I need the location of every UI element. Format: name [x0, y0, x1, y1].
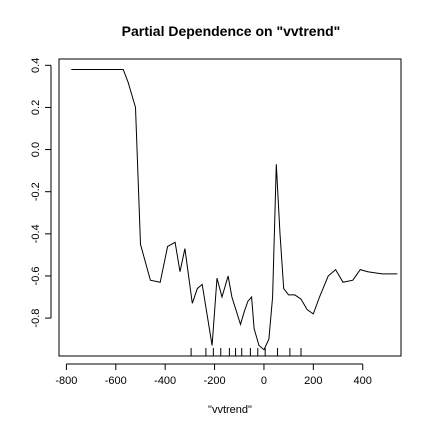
- x-axis: -800 -600 -400 -200 0 200 400: [55, 363, 372, 387]
- x-tick-label: -800: [55, 375, 77, 387]
- x-tick-label: 200: [304, 375, 322, 387]
- y-tick-label: -0.8: [30, 309, 42, 328]
- x-tick-label: -400: [154, 375, 176, 387]
- x-tick-label: -600: [105, 375, 127, 387]
- y-tick-label: 0.4: [30, 58, 42, 73]
- rug-marks: [190, 348, 302, 356]
- y-tick-label: 0.2: [30, 100, 42, 115]
- y-tick-label: -0.2: [30, 182, 42, 201]
- x-tick-label: 400: [354, 375, 372, 387]
- y-axis: -0.8 -0.6 -0.4 -0.2 0.0 0.2 0.4: [30, 58, 52, 328]
- y-tick-label: -0.6: [30, 266, 42, 285]
- y-tick-label: 0.0: [30, 142, 42, 157]
- chart-title: Partial Dependence on "vvtrend": [122, 23, 341, 39]
- plot-frame: [58, 58, 402, 357]
- x-axis-label: "vvtrend": [208, 404, 252, 416]
- y-tick-label: -0.4: [30, 224, 42, 243]
- series-line: [71, 69, 398, 351]
- x-tick-label: 0: [261, 375, 267, 387]
- x-tick-label: -200: [204, 375, 226, 387]
